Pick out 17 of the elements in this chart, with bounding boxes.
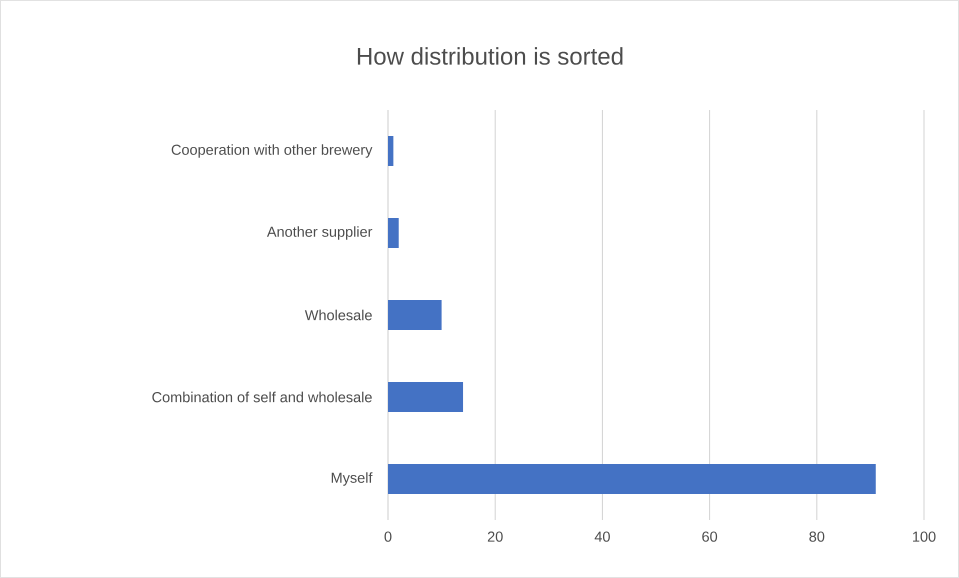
y-tick-label: Wholesale (304, 310, 372, 320)
y-tick-label: Another supplier (266, 226, 372, 240)
bar (388, 300, 442, 330)
chart-title: How distribution is sorted (358, 47, 622, 65)
bar (388, 136, 394, 166)
y-tick-label: Cooperation with other brewery (172, 144, 372, 158)
x-tick-label: 100 (913, 532, 936, 542)
x-tick-label: 80 (809, 532, 824, 542)
bar (388, 382, 464, 412)
bar (388, 464, 876, 494)
y-tick-label: Myself (332, 472, 372, 486)
x-tick-label: 20 (488, 532, 503, 542)
y-tick-label: Combination of self and wholesale (152, 392, 372, 402)
x-tick-label: 60 (702, 532, 718, 542)
x-tick-label: 0 (384, 532, 392, 542)
bar (388, 218, 399, 248)
x-tick-label: 40 (594, 532, 610, 542)
